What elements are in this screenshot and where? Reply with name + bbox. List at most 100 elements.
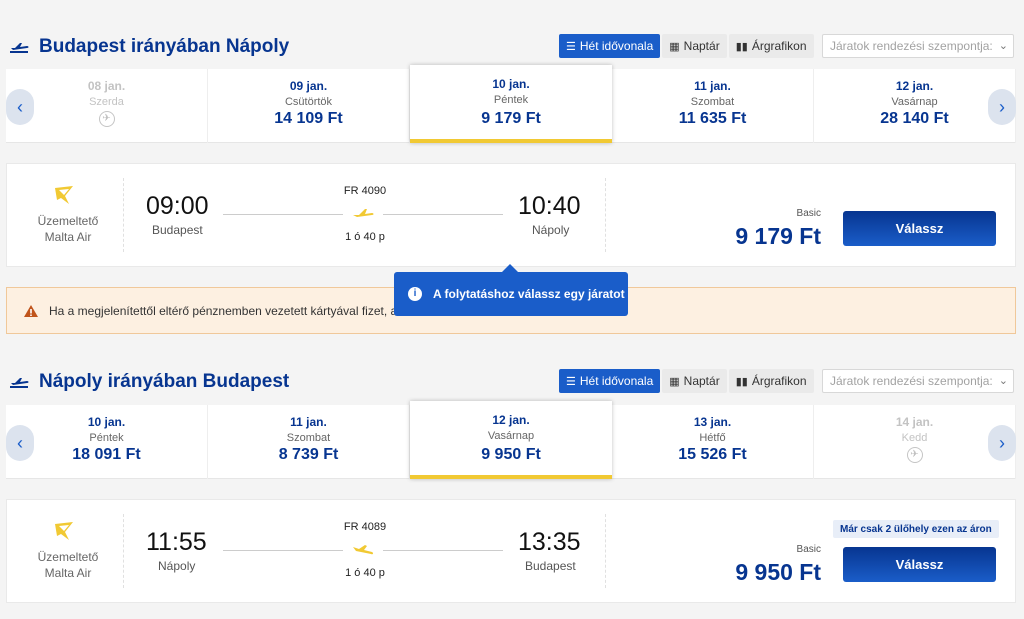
date-tab: 14 jan. Kedd ✈	[814, 405, 1016, 479]
price-graph-button[interactable]: ▮▮ Árgrafikon	[728, 34, 814, 58]
route-line-left	[223, 550, 343, 551]
date-tab-price: 8 739 Ft	[278, 446, 339, 463]
week-timeline-button[interactable]: ☰ Hét idővonala	[559, 369, 661, 393]
departure-time: 11:55	[146, 528, 207, 556]
chevron-right-icon: ›	[999, 96, 1005, 117]
departure-city: Budapest	[152, 223, 203, 237]
outbound-flight-card[interactable]: Üzemeltető Malta Air 09:00 Budapest FR 4…	[6, 163, 1016, 267]
chevron-down-icon: ⌄	[998, 40, 1008, 52]
date-tab-weekday: Kedd	[901, 432, 928, 444]
calendar-icon: ▦	[669, 40, 680, 53]
route-line-right	[383, 214, 503, 215]
no-flight-icon: ✈	[906, 447, 923, 463]
select-flight-button[interactable]: Válassz	[843, 547, 996, 582]
date-tab-date: 09 jan.	[289, 79, 328, 93]
list-icon: ☰	[566, 40, 576, 53]
date-tab[interactable]: 12 jan. Vasárnap 28 140 Ft	[814, 69, 1016, 143]
date-tab-date: 13 jan.	[693, 415, 732, 429]
prev-week-button[interactable]: ‹	[6, 89, 34, 125]
inbound-view-switch: ☰ Hét idővonala ▦ Naptár ▮▮ Árgrafikon	[559, 369, 816, 393]
calendar-button[interactable]: ▦ Naptár	[662, 34, 727, 58]
flight-landing-plane-icon	[353, 545, 374, 555]
operator-name: Malta Air	[44, 230, 92, 244]
arrival-city: Budapest	[525, 559, 576, 573]
date-tab-weekday: Szombat	[690, 96, 735, 108]
takeoff-plane-icon	[10, 378, 29, 388]
date-tab-weekday: Hétfő	[699, 432, 726, 444]
date-tab-date: 11 jan.	[290, 415, 327, 429]
date-tab-price: 18 091 Ft	[72, 446, 141, 463]
date-tab-weekday: Péntek	[89, 432, 124, 444]
date-tab-weekday: Péntek	[493, 94, 529, 106]
operator-label: Üzemeltető	[37, 214, 99, 228]
date-tab-selected[interactable]: 12 jan. Vasárnap 9 950 Ft	[410, 401, 612, 479]
date-tab-price: 9 950 Ft	[481, 446, 541, 463]
warning-triangle-icon	[24, 304, 38, 317]
date-tab-date: 14 jan.	[895, 415, 934, 429]
prev-week-button[interactable]: ‹	[6, 425, 34, 461]
info-icon: i	[408, 287, 422, 301]
departure-time: 09:00	[146, 192, 209, 220]
outbound-title: Budapest irányában Nápoly	[8, 32, 289, 62]
selected-indicator	[410, 139, 612, 143]
date-tab[interactable]: 11 jan. Szombat 11 635 Ft	[612, 69, 814, 143]
flight-duration: 1 ó 40 p	[345, 567, 385, 579]
chevron-left-icon: ‹	[17, 432, 23, 453]
next-week-button[interactable]: ›	[988, 89, 1016, 125]
takeoff-plane-icon	[10, 43, 29, 53]
date-tab-price: 28 140 Ft	[880, 110, 949, 127]
date-tab[interactable]: 09 jan. Csütörtök 14 109 Ft	[208, 69, 410, 143]
inbound-sort-select[interactable]: Járatok rendezési szempontja: ⌄	[822, 369, 1014, 393]
chevron-down-icon: ⌄	[998, 375, 1008, 387]
outbound-header: Budapest irányában Nápoly ☰ Hét idővonala…	[0, 32, 1024, 68]
date-tab: 08 jan. Szerda ✈	[6, 69, 208, 143]
inbound-date-strip: ‹ › 10 jan. Péntek 18 091 Ft 11 jan. Szombat…	[6, 401, 1016, 479]
arrival-time: 13:35	[518, 528, 581, 556]
divider	[123, 514, 124, 588]
outbound-date-strip: ‹ › 08 jan. Szerda ✈ 09 jan. Csütörtök 14 109…	[6, 65, 1016, 143]
chevron-right-icon: ›	[999, 432, 1005, 453]
inbound-header: Nápoly irányában Budapest ☰ Hét idővonala…	[0, 367, 1024, 403]
bar-chart-icon: ▮▮	[735, 40, 748, 53]
operator-name: Malta Air	[44, 566, 92, 580]
seats-left-badge: Már csak 2 ülőhely ezen az áron	[833, 520, 999, 538]
date-tab-weekday: Szerda	[89, 96, 124, 108]
divider	[605, 178, 606, 252]
next-week-button[interactable]: ›	[988, 425, 1016, 461]
date-tab-weekday: Szombat	[286, 432, 331, 444]
fare-type: Basic	[796, 544, 821, 555]
bar-chart-icon: ▮▮	[735, 375, 748, 388]
date-tab-date: 12 jan.	[492, 413, 530, 427]
flight-number: FR 4090	[343, 185, 387, 197]
price-graph-button[interactable]: ▮▮ Árgrafikon	[728, 369, 814, 393]
inbound-flight-card[interactable]: Üzemeltető Malta Air 11:55 Nápoly FR 408…	[6, 499, 1016, 603]
date-tab-date: 11 jan.	[694, 79, 731, 93]
date-tab-weekday: Vasárnap	[891, 96, 938, 108]
route-line-left	[223, 214, 343, 215]
fare-type: Basic	[796, 208, 821, 219]
ryanair-logo-icon	[55, 186, 73, 204]
date-tab-price: 11 635 Ft	[678, 110, 747, 127]
selected-indicator	[410, 475, 612, 479]
flight-plane-icon	[353, 209, 374, 217]
date-tab-weekday: Vasárnap	[487, 430, 535, 442]
divider	[123, 178, 124, 252]
outbound-view-switch: ☰ Hét idővonala ▦ Naptár ▮▮ Árgrafikon	[559, 34, 816, 58]
flight-number: FR 4089	[343, 521, 387, 533]
outbound-sort-select[interactable]: Járatok rendezési szempontja: ⌄	[822, 34, 1014, 58]
date-tab-price: 14 109 Ft	[274, 110, 343, 127]
date-tab[interactable]: 10 jan. Péntek 18 091 Ft	[6, 405, 208, 479]
date-tab-selected[interactable]: 10 jan. Péntek 9 179 Ft	[410, 65, 612, 143]
route-line-right	[383, 550, 503, 551]
date-tab-date: 10 jan.	[87, 415, 126, 429]
date-tab[interactable]: 13 jan. Hétfő 15 526 Ft	[612, 405, 814, 479]
flight-duration: 1 ó 40 p	[345, 231, 385, 243]
date-tab-weekday: Csütörtök	[284, 96, 333, 108]
calendar-button[interactable]: ▦ Naptár	[662, 369, 727, 393]
select-flight-button[interactable]: Válassz	[843, 211, 996, 246]
date-tab-price: 9 179 Ft	[481, 110, 541, 127]
divider	[605, 514, 606, 588]
ryanair-logo-icon	[55, 522, 73, 540]
date-tab[interactable]: 11 jan. Szombat 8 739 Ft	[208, 405, 410, 479]
week-timeline-button[interactable]: ☰ Hét idővonala	[559, 34, 661, 58]
